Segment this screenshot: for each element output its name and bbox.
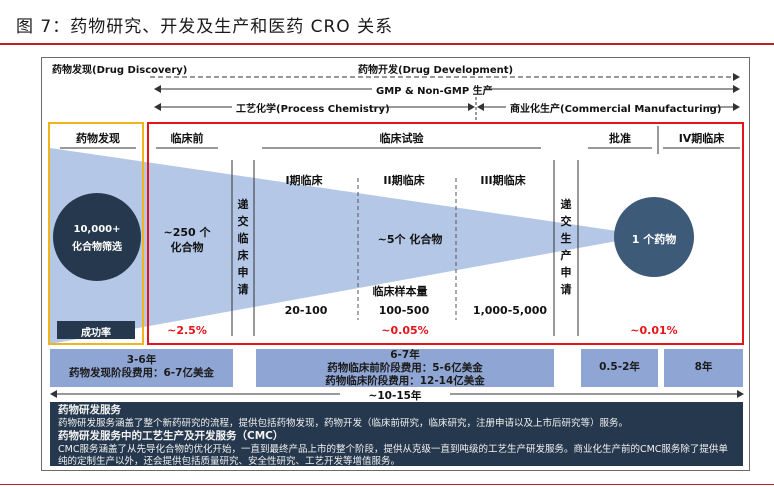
preclinical-count-label: ~250 个 — [163, 226, 211, 239]
discovery-stage-box — [48, 122, 144, 345]
approval-duration-bar: 0.5-2年 — [581, 349, 658, 387]
stage-preclinical: 临床前 — [170, 132, 204, 145]
figure-title: 图 7：药物研究、开发及生产和医药 CRO 关系 — [16, 17, 394, 37]
start-screening-label: 化合物筛选 — [72, 242, 122, 253]
total-left-arrowhead — [50, 390, 57, 398]
info-heading-rd: 药物研发服务 — [58, 404, 121, 416]
discovery-duration: 3-6年 — [126, 354, 157, 366]
stage-approval: 批准 — [609, 132, 631, 145]
development-arrowhead — [733, 73, 740, 81]
gmp-right-arrowhead — [733, 85, 740, 93]
compound-funnel — [50, 148, 617, 344]
success-rate-label: 成功率 — [81, 328, 111, 339]
sample-size-p1: 20-100 — [284, 304, 328, 317]
sample-size-p2: 100-500 — [378, 304, 430, 317]
diagram-frame — [41, 57, 750, 471]
commercial-left-arrowhead — [477, 103, 484, 111]
development-stage-box — [147, 122, 744, 345]
clinical-count-label: ~5个 化合物 — [377, 233, 443, 246]
info-panel: 药物研发服务 药物研发服务涵盖了整个新药研究的流程，提供包括药物发现，药物开发（… — [50, 402, 743, 468]
phase-2-label: II期临床 — [383, 174, 425, 187]
total-duration-label: ~10-15年 — [340, 388, 450, 403]
development-header: 药物开发(Drug Development) — [358, 65, 514, 76]
total-right-arrowhead — [737, 390, 744, 398]
production-application-label: 递交生产申请 — [560, 198, 572, 296]
start-count-label: 10,000+ — [73, 224, 121, 235]
sample-size-p3: 1,000-5,000 — [472, 304, 548, 317]
stage-clinical: 临床试验 — [379, 132, 424, 145]
preclinical-compound-label: 化合物 — [170, 241, 204, 254]
title-divider — [0, 43, 774, 45]
phase4-duration-bar: 8年 — [664, 349, 743, 387]
start-compound-circle — [53, 193, 141, 281]
clinical-cost-bar: 6-7年 药物临床前阶段费用：5-6亿美金 药物临床阶段费用：12-14亿美金 — [256, 349, 554, 387]
process-right-arrowhead — [468, 103, 475, 111]
info-text-cmc: CMC服务涵盖了从先导化合物的优化开始，一直到最终产品上市的整个阶段，提供从克级… — [58, 443, 728, 468]
bottom-divider — [0, 484, 774, 485]
info-text-rd: 药物研发服务涵盖了整个新药研究的流程，提供包括药物发现，药物开发（临床前研究，临… — [58, 417, 629, 429]
process-chemistry-header: 工艺化学(Process Chemistry) — [236, 104, 390, 115]
gmp-left-arrowhead — [154, 85, 161, 93]
sample-size-label: 临床样本量 — [372, 285, 428, 298]
success-rate-preclinical: ~2.5% — [167, 324, 207, 337]
discovery-cost: 药物发现阶段费用：6-7亿美金 — [69, 367, 214, 379]
phase-3-label: III期临床 — [480, 174, 526, 187]
clinical-duration: 6-7年 — [390, 349, 420, 361]
clinical-cost: 药物临床阶段费用：12-14亿美金 — [325, 375, 485, 387]
discovery-cost-bar: 3-6年 药物发现阶段费用：6-7亿美金 — [50, 349, 233, 387]
end-drug-circle — [614, 197, 694, 277]
success-rate-box — [57, 321, 135, 339]
gmp-header: GMP & Non-GMP 生产 — [376, 86, 493, 97]
preclinical-cost: 药物临床前阶段费用：5-6亿美金 — [327, 362, 483, 374]
commercial-right-arrowhead — [733, 103, 740, 111]
end-drug-label: 1 个药物 — [631, 233, 677, 246]
commercial-header: 商业化生产(Commercial Manufacturing) — [510, 104, 722, 115]
stage-discovery: 药物发现 — [76, 132, 120, 145]
stage-phase4: IV期临床 — [678, 132, 725, 145]
success-rate-clinical: ~0.05% — [381, 324, 429, 337]
phase-1-label: I期临床 — [285, 174, 323, 187]
clinical-application-label: 递交临床申请 — [237, 198, 249, 296]
success-rate-end: ~0.01% — [630, 324, 678, 337]
info-heading-cmc: 药物研发服务中的工艺生产及开发服务（CMC） — [58, 430, 284, 442]
process-left-arrowhead — [154, 103, 161, 111]
discovery-header: 药物发现(Drug Discovery) — [52, 65, 188, 76]
